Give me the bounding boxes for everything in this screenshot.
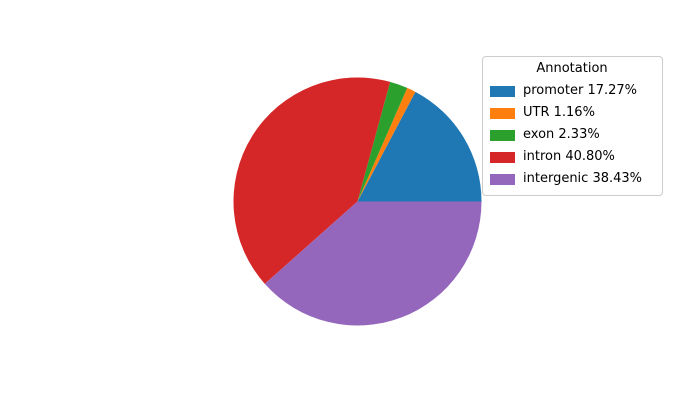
legend-item-exon: exon 2.33%: [490, 124, 654, 146]
legend-item-intron: intron 40.80%: [490, 146, 654, 168]
pie-slice-intergenic: [264, 201, 482, 326]
legend-label-promoter: promoter 17.27%: [523, 82, 638, 98]
legend: Annotation promoter 17.27% UTR 1.16% exon …: [482, 56, 663, 196]
legend-item-UTR: UTR 1.16%: [490, 102, 654, 124]
legend-swatch-intergenic: [490, 173, 515, 185]
legend-label-exon: exon 2.33%: [523, 126, 600, 142]
pie-slice-promoter: [357, 91, 482, 202]
legend-label-UTR: UTR 1.16%: [523, 104, 595, 120]
legend-swatch-promoter: [490, 85, 515, 97]
legend-title: Annotation: [536, 61, 608, 76]
legend-label-intron: intron 40.80%: [523, 148, 615, 164]
legend-item-promoter: promoter 17.27%: [490, 80, 654, 102]
pie-slice-intron: [233, 77, 391, 284]
legend-item-intergenic: intergenic 38.43%: [490, 168, 654, 190]
legend-label-intergenic: intergenic 38.43%: [523, 170, 643, 186]
pie-slice-exon: [357, 81, 408, 202]
legend-swatch-exon: [490, 129, 515, 141]
pie-slice-UTR: [357, 87, 416, 202]
legend-swatch-UTR: [490, 107, 515, 119]
legend-swatch-intron: [490, 151, 515, 163]
legend-items: promoter 17.27% UTR 1.16% exon 2.33% intron…: [490, 80, 654, 190]
